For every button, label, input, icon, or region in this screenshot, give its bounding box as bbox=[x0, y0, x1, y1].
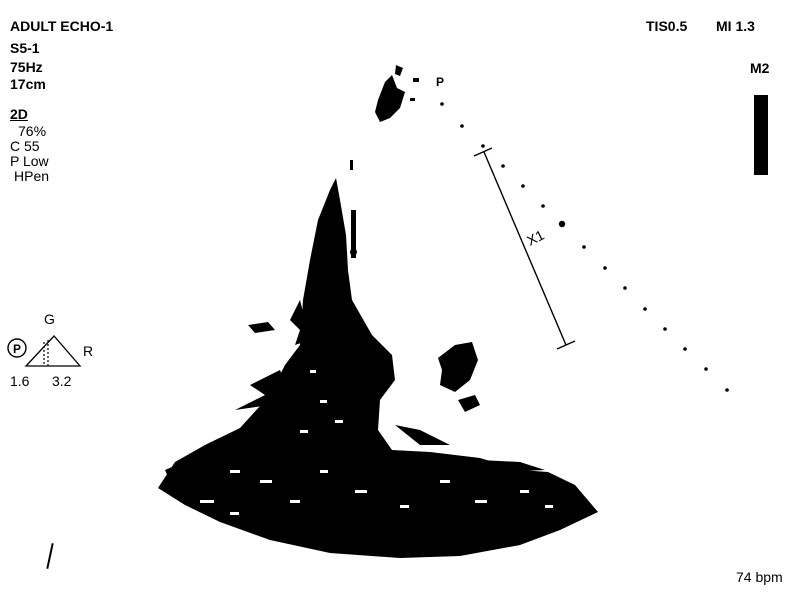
mode-label: 2D bbox=[10, 106, 28, 122]
orientation-left-value: 1.6 bbox=[10, 373, 30, 389]
gain-label: 76% bbox=[18, 123, 47, 139]
mode-m2-label: M2 bbox=[750, 60, 770, 76]
power-label: P Low bbox=[10, 153, 49, 169]
orientation-right-label: R bbox=[83, 343, 94, 359]
heart-rate-label: 74 bpm bbox=[736, 569, 783, 585]
tis-label: TIS0.5 bbox=[646, 18, 688, 34]
orientation-marker: P bbox=[13, 342, 21, 356]
caliper-label: X1 bbox=[524, 227, 547, 249]
exam-label: ADULT ECHO-1 bbox=[10, 18, 114, 34]
orientation-top-label: G bbox=[44, 311, 55, 327]
depth-label: 17cm bbox=[10, 76, 46, 92]
grayscale-bar bbox=[754, 95, 768, 175]
apex-marker: P bbox=[436, 75, 444, 89]
mi-label: MI 1.3 bbox=[716, 18, 755, 34]
compression-label: C 55 bbox=[10, 138, 40, 154]
orientation-right-value: 3.2 bbox=[52, 373, 72, 389]
harmonic-label: HPen bbox=[14, 168, 50, 184]
probe-label: S5-1 bbox=[10, 40, 40, 56]
frame-rate-label: 75Hz bbox=[10, 59, 43, 75]
